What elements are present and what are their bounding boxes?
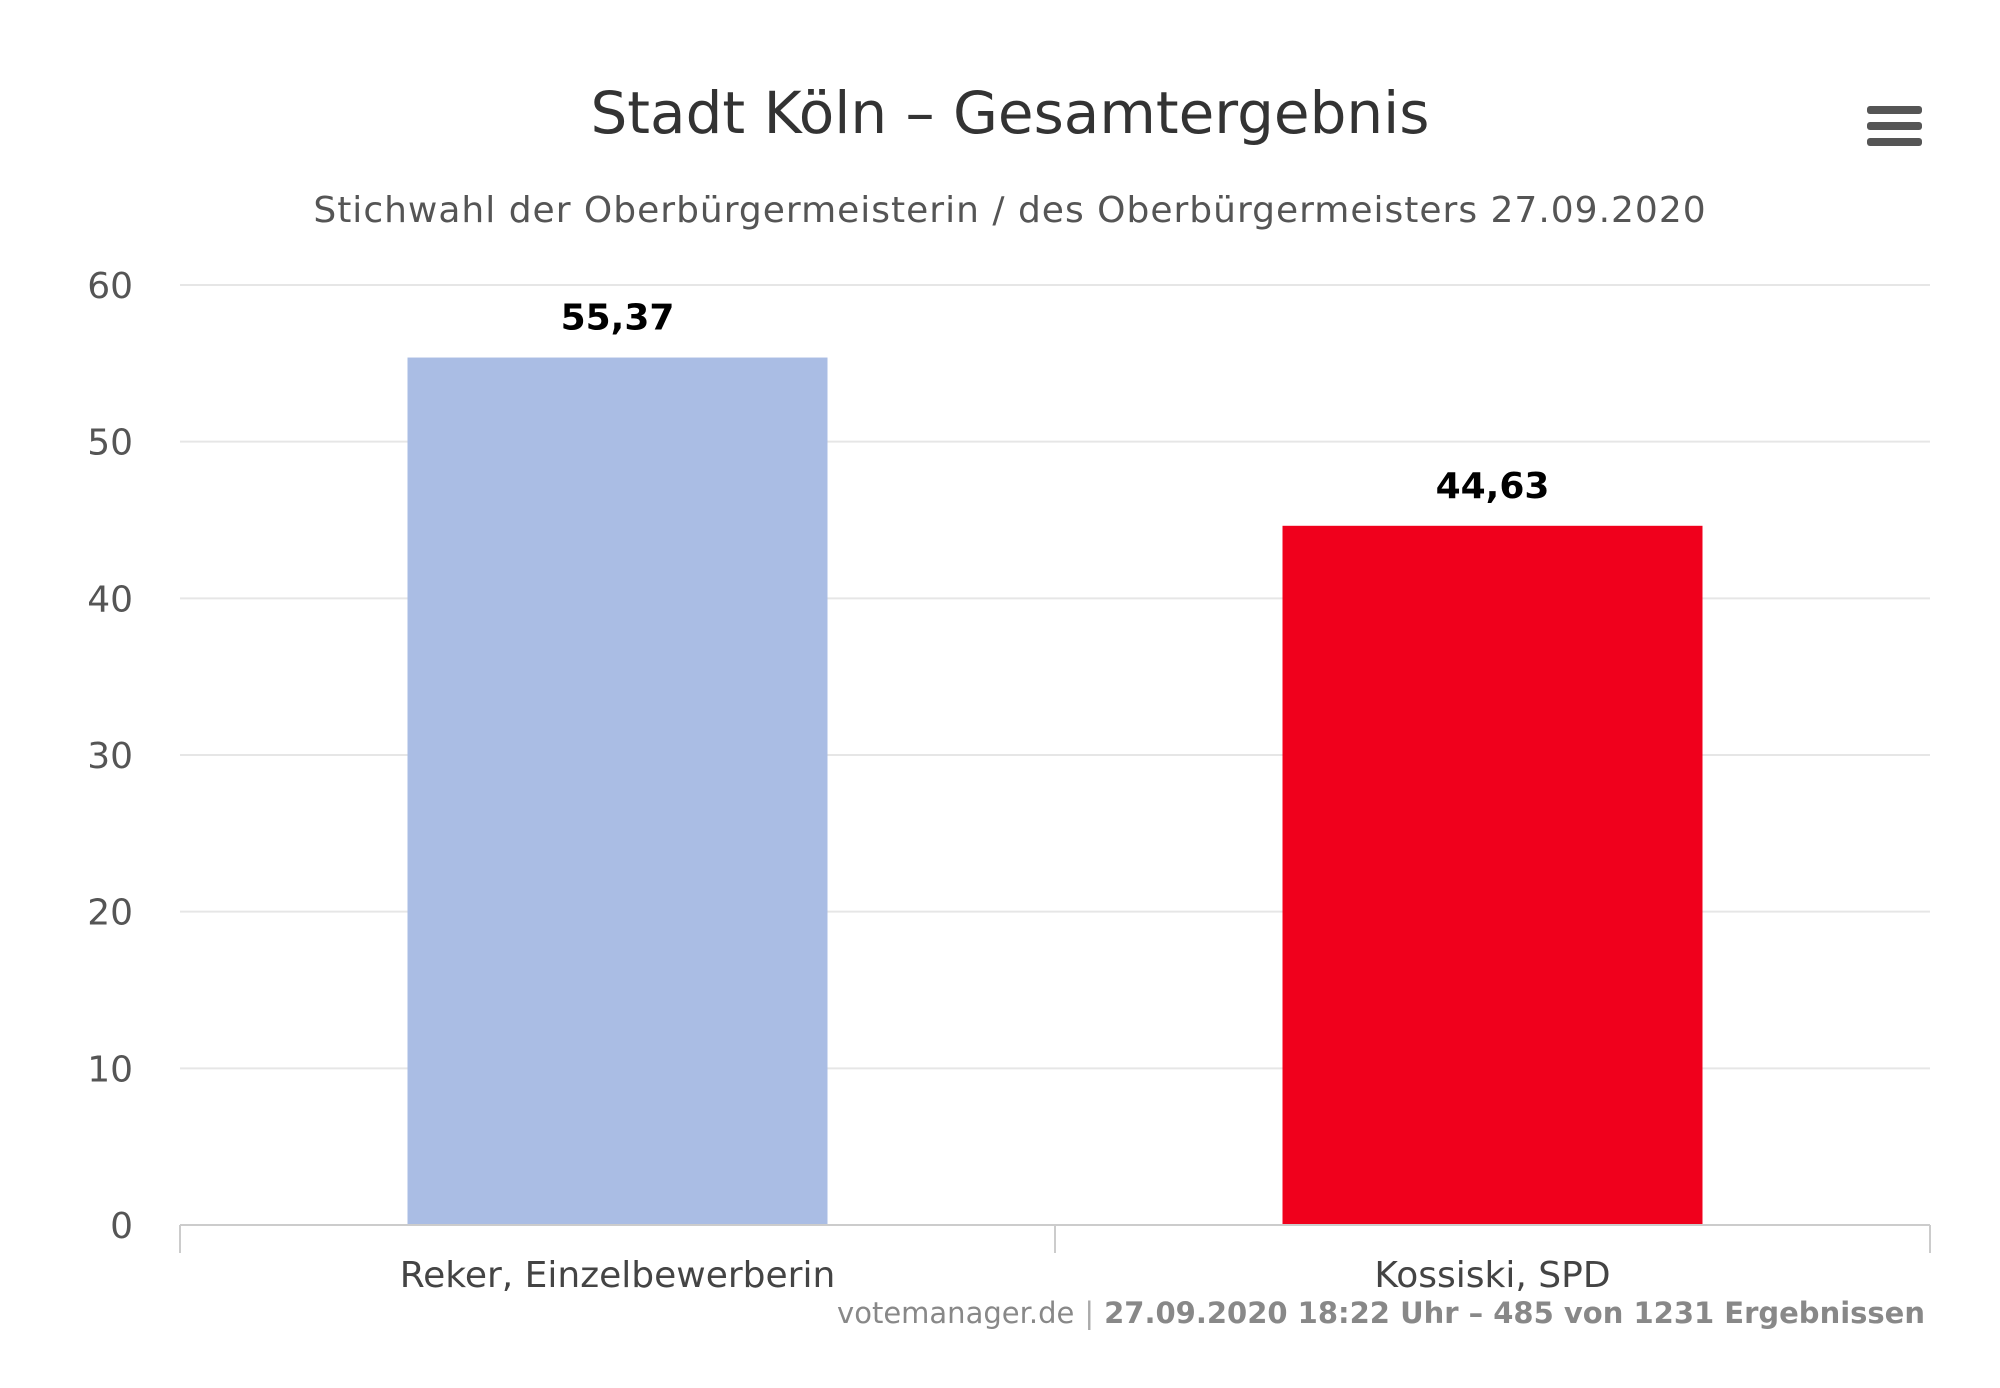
y-tick-label: 10 (87, 1049, 133, 1090)
chart-subtitle: Stichwahl der Oberbürgermeisterin / des … (313, 190, 1706, 231)
credits-info: 27.09.2020 18:22 Uhr – 485 von 1231 Erge… (1104, 1296, 1925, 1330)
hamburger-menu-icon (1867, 106, 1922, 146)
x-axis (179, 1224, 1931, 1253)
y-axis-labels: 0 10 20 30 40 50 60 (87, 266, 133, 1247)
credits-link[interactable]: votemanager.de (837, 1296, 1074, 1330)
data-label: 44,63 (1436, 466, 1550, 507)
y-tick-label: 50 (87, 423, 133, 464)
x-tick-label: Reker, Einzelbewerberin (400, 1255, 836, 1296)
x-tick-label: Kossiski, SPD (1374, 1255, 1610, 1296)
y-tick-label: 20 (87, 893, 133, 934)
data-label: 55,37 (561, 298, 675, 339)
y-tick-label: 60 (87, 266, 133, 307)
credits-separator: | (1084, 1296, 1094, 1330)
y-tick-label: 40 (87, 579, 133, 620)
data-labels: 55,37 44,63 (561, 298, 1550, 507)
bar[interactable] (1282, 525, 1703, 1225)
y-tick-label: 30 (87, 736, 133, 777)
y-tick-label: 0 (110, 1206, 133, 1247)
x-axis-labels: Reker, Einzelbewerberin Kossiski, SPD (400, 1255, 1611, 1296)
chart-credits: votemanager.de | 27.09.2020 18:22 Uhr – 48… (837, 1296, 1925, 1330)
bars (407, 357, 1703, 1226)
context-menu-button[interactable] (1855, 95, 1935, 160)
bar[interactable] (407, 357, 828, 1226)
chart-title: Stadt Köln – Gesamtergebnis (590, 79, 1429, 147)
